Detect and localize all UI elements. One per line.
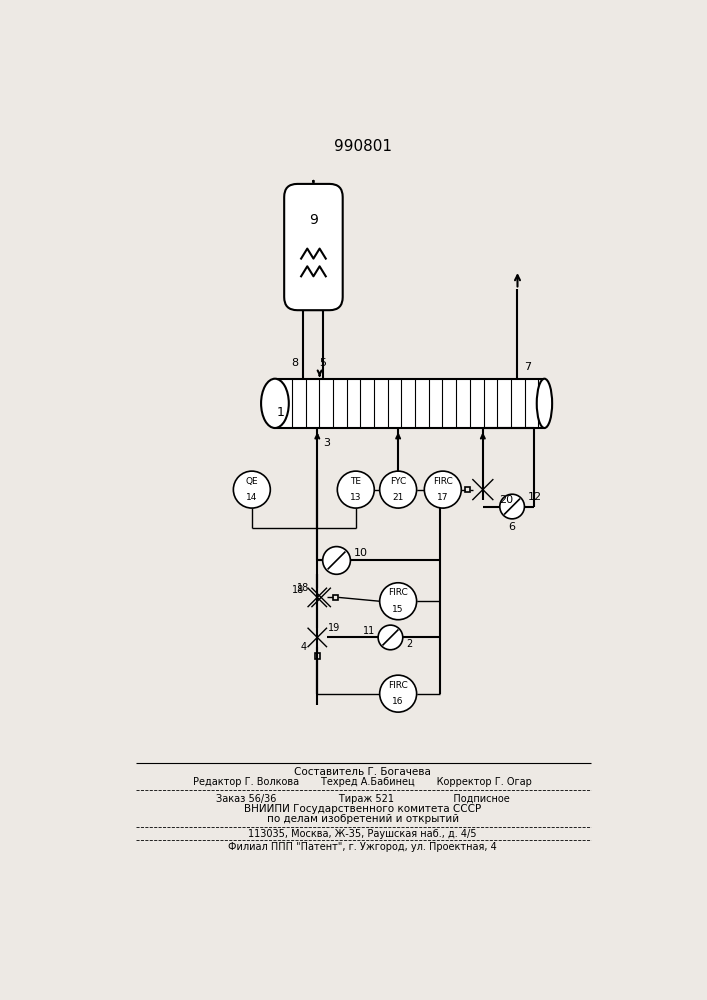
Ellipse shape	[537, 379, 552, 428]
Text: 8: 8	[291, 358, 298, 368]
Text: Заказ 56/36                    Тираж 521                   Подписное: Заказ 56/36 Тираж 521 Подписное	[216, 794, 510, 804]
Text: Филиал ППП "Патент", г. Ужгород, ул. Проектная, 4: Филиал ППП "Патент", г. Ужгород, ул. Про…	[228, 842, 497, 852]
Circle shape	[380, 675, 416, 712]
Text: TE: TE	[350, 477, 361, 486]
Circle shape	[424, 471, 461, 508]
Bar	[333, 595, 339, 600]
Text: FIRC: FIRC	[433, 477, 452, 486]
Text: по делам изобретений и открытий: по делам изобретений и открытий	[267, 814, 459, 824]
Circle shape	[380, 471, 416, 508]
Text: 1: 1	[277, 406, 285, 419]
Text: 18: 18	[296, 583, 309, 593]
Circle shape	[500, 494, 525, 519]
Text: 5: 5	[319, 358, 326, 368]
Text: 11: 11	[363, 626, 375, 636]
Circle shape	[378, 625, 403, 650]
Text: 9: 9	[309, 213, 318, 227]
Text: 990801: 990801	[334, 139, 392, 154]
Text: 19: 19	[328, 623, 340, 633]
Text: 10: 10	[354, 548, 368, 558]
Text: 2: 2	[406, 639, 412, 649]
Ellipse shape	[261, 379, 288, 428]
Text: 113035, Москва, Ж-35, Раушская наб., д. 4/5: 113035, Москва, Ж-35, Раушская наб., д. …	[248, 829, 477, 839]
Circle shape	[233, 471, 270, 508]
Circle shape	[322, 547, 351, 574]
Text: 18: 18	[292, 585, 304, 595]
Bar	[464, 487, 470, 492]
Text: Редактор Г. Волкова       Техред А.Бабинец       Корректор Г. Огар: Редактор Г. Волкова Техред А.Бабинец Кор…	[193, 777, 532, 787]
Text: 15: 15	[392, 605, 404, 614]
Text: 20: 20	[499, 495, 513, 505]
Text: 16: 16	[392, 697, 404, 706]
Circle shape	[380, 583, 416, 620]
Text: 14: 14	[246, 493, 257, 502]
Text: QE: QE	[245, 477, 258, 486]
Text: 3: 3	[324, 438, 330, 448]
Text: Составитель Г. Богачева: Составитель Г. Богачева	[294, 767, 431, 777]
Text: 6: 6	[508, 522, 515, 532]
Text: 17: 17	[437, 493, 448, 502]
Circle shape	[337, 471, 374, 508]
Text: FIRC: FIRC	[388, 681, 408, 690]
Bar	[275, 379, 544, 428]
Text: FYC: FYC	[390, 477, 407, 486]
Text: 4: 4	[300, 642, 307, 652]
Text: 21: 21	[392, 493, 404, 502]
Text: 13: 13	[350, 493, 361, 502]
FancyBboxPatch shape	[284, 184, 343, 310]
Text: FIRC: FIRC	[388, 588, 408, 597]
Text: ВНИИПИ Государственного комитета СССР: ВНИИПИ Государственного комитета СССР	[244, 804, 481, 814]
Text: 12: 12	[527, 492, 542, 502]
Text: 7: 7	[524, 362, 531, 372]
Bar	[315, 653, 320, 659]
